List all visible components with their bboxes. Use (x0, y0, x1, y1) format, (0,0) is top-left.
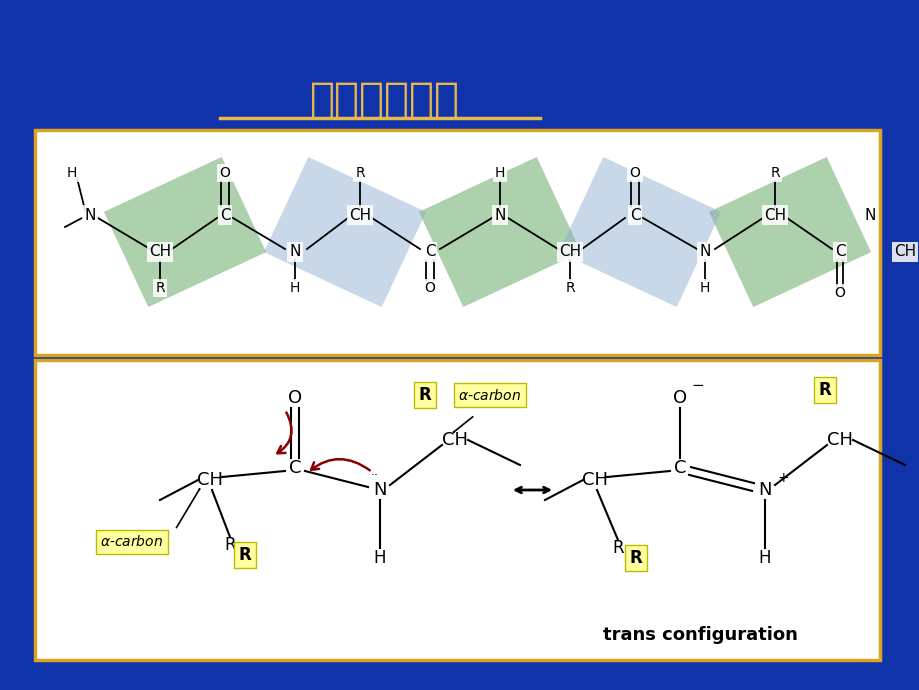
FancyBboxPatch shape (35, 130, 879, 355)
Text: R: R (418, 386, 431, 404)
Text: R: R (224, 536, 235, 554)
Text: C: C (220, 208, 230, 222)
Text: R: R (238, 546, 251, 564)
Text: H: H (289, 281, 300, 295)
Text: H: H (494, 166, 505, 180)
Text: C: C (673, 459, 686, 477)
Text: CH: CH (197, 471, 222, 489)
Text: +: + (777, 471, 788, 485)
Text: O: O (672, 389, 686, 407)
Text: O: O (220, 166, 230, 180)
Text: R: R (818, 381, 831, 399)
Text: N: N (863, 208, 875, 222)
Text: H: H (67, 166, 77, 180)
Text: CH: CH (559, 244, 581, 259)
Text: O: O (424, 281, 435, 295)
Text: C: C (834, 244, 845, 259)
Text: $\alpha$-carbon: $\alpha$-carbon (100, 535, 164, 549)
Text: CH: CH (149, 244, 171, 259)
Text: C: C (425, 244, 435, 259)
Text: N: N (698, 244, 709, 259)
Text: R: R (355, 166, 365, 180)
Text: R: R (769, 166, 779, 180)
Text: N: N (494, 208, 505, 222)
Text: CH: CH (763, 208, 785, 222)
Text: N: N (85, 208, 96, 222)
Text: C: C (629, 208, 640, 222)
Text: $\alpha$-carbon: $\alpha$-carbon (458, 388, 521, 402)
Text: O: O (629, 166, 640, 180)
Text: −: − (691, 379, 704, 393)
Text: N: N (289, 244, 301, 259)
Text: C: C (289, 459, 301, 477)
FancyArrowPatch shape (278, 413, 291, 453)
Text: N: N (757, 481, 771, 499)
Text: R: R (155, 281, 165, 295)
Text: H: H (699, 281, 709, 295)
Text: 一、肽的结构: 一、肽的结构 (310, 79, 460, 121)
Text: O: O (288, 389, 301, 407)
Polygon shape (104, 157, 266, 307)
FancyArrowPatch shape (453, 417, 472, 432)
Polygon shape (559, 157, 720, 307)
Text: CH: CH (826, 431, 852, 449)
Text: H: H (373, 549, 386, 567)
Text: N: N (373, 481, 386, 499)
Text: O: O (834, 286, 845, 300)
Text: trans configuration: trans configuration (602, 626, 797, 644)
Text: R: R (564, 281, 574, 295)
Text: H: H (758, 549, 770, 567)
Text: CH: CH (893, 244, 915, 259)
FancyArrowPatch shape (176, 489, 199, 528)
Text: CH: CH (582, 471, 607, 489)
Text: CH: CH (441, 431, 468, 449)
Polygon shape (418, 157, 581, 307)
Text: R: R (611, 539, 623, 557)
Text: ··: ·· (370, 469, 379, 482)
Text: CH: CH (348, 208, 370, 222)
Polygon shape (264, 157, 425, 307)
Polygon shape (709, 157, 870, 307)
FancyBboxPatch shape (35, 360, 879, 660)
Text: R: R (629, 549, 641, 567)
FancyArrowPatch shape (311, 459, 369, 471)
